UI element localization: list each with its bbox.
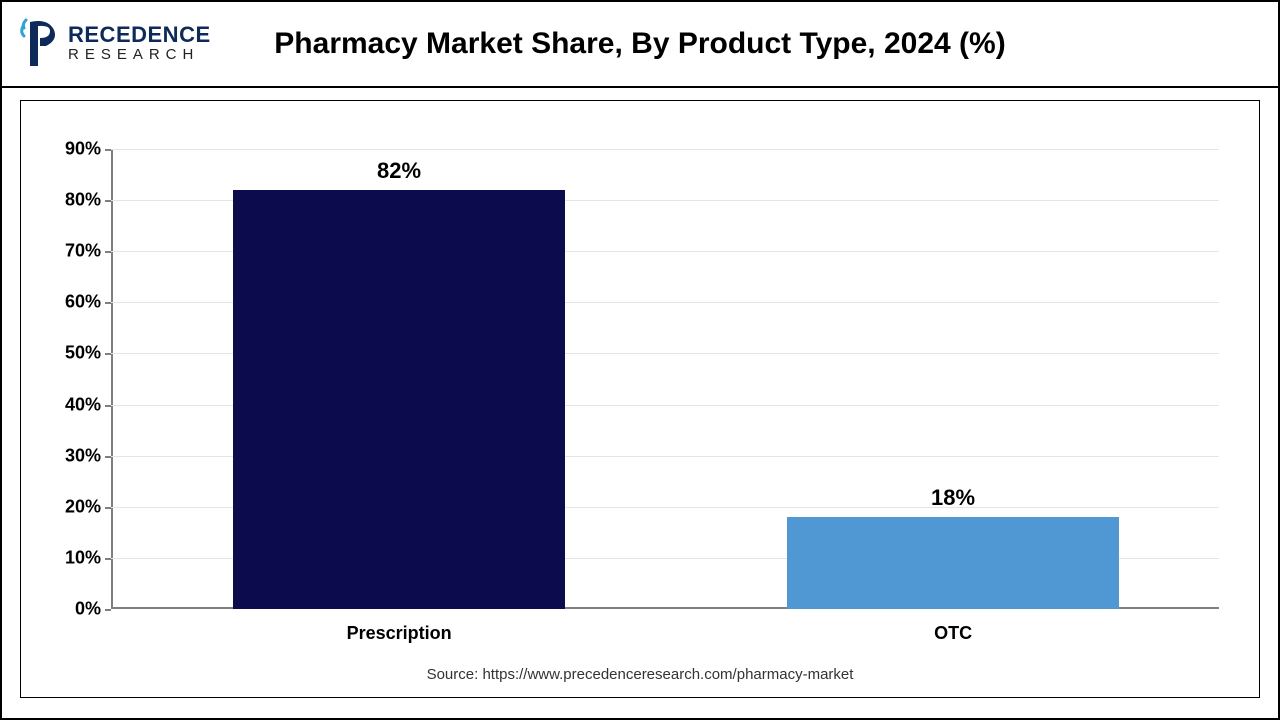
bar-value-label: 82% <box>233 158 565 184</box>
logo-mark-icon <box>20 16 62 72</box>
y-tick-label: 30% <box>65 445 111 466</box>
y-tick-label: 20% <box>65 496 111 517</box>
y-tick-label: 40% <box>65 394 111 415</box>
logo-line2: RESEARCH <box>68 46 211 64</box>
source-caption: Source: https://www.precedenceresearch.c… <box>21 666 1259 683</box>
y-tick-label: 80% <box>65 190 111 211</box>
grid-line <box>111 149 1219 150</box>
y-tick-label: 60% <box>65 292 111 313</box>
logo-line1: RECEDENCE <box>68 24 211 46</box>
y-axis-line <box>111 149 113 609</box>
y-tick-label: 0% <box>75 599 111 620</box>
y-tick-label: 70% <box>65 241 111 262</box>
figure-frame: RECEDENCE RESEARCH Pharmacy Market Share… <box>0 0 1280 720</box>
logo-text: RECEDENCE RESEARCH <box>68 24 211 64</box>
bar <box>233 190 565 609</box>
y-tick-label: 10% <box>65 547 111 568</box>
bar <box>787 517 1119 609</box>
x-category-label: OTC <box>934 609 972 644</box>
y-tick-label: 50% <box>65 343 111 364</box>
x-category-label: Prescription <box>347 609 452 644</box>
y-tick-label: 90% <box>65 139 111 160</box>
header-band: RECEDENCE RESEARCH Pharmacy Market Share… <box>2 2 1278 88</box>
plot-region: 0%10%20%30%40%50%60%70%80%90%82%Prescrip… <box>111 149 1219 609</box>
chart-area: 0% 10% 20% 30% 40% 50% 60% 70% 80% 90% 82% Prescrip… <box>20 100 1260 698</box>
bar-value-label: 18% <box>787 485 1119 511</box>
brand-logo: RECEDENCE RESEARCH <box>20 16 211 72</box>
